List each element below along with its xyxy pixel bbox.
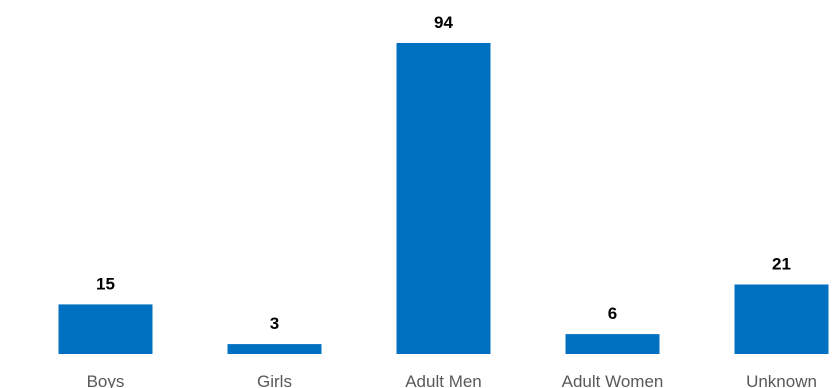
category-label-adult-women: Adult Women <box>562 372 664 388</box>
category-label-boys: Boys <box>87 372 125 388</box>
bar-adult-women <box>565 334 660 354</box>
category-label-unknown: Unknown <box>746 372 817 388</box>
bar-unknown <box>734 284 829 354</box>
bars-layer <box>58 43 829 354</box>
bar-adult-men <box>396 43 491 354</box>
data-label-adult-men: 94 <box>434 13 453 32</box>
data-label-unknown: 21 <box>772 255 791 274</box>
data-labels-layer: 15 3 94 6 21 <box>96 13 791 333</box>
category-labels-layer: Boys Girls Adult Men Adult Women Unknown <box>87 372 817 388</box>
bar-girls <box>227 344 322 354</box>
data-label-boys: 15 <box>96 274 115 293</box>
data-label-girls: 3 <box>270 314 279 333</box>
bar-boys <box>58 304 153 354</box>
data-label-adult-women: 6 <box>608 304 617 323</box>
category-label-girls: Girls <box>257 372 292 388</box>
category-label-adult-men: Adult Men <box>405 372 482 388</box>
